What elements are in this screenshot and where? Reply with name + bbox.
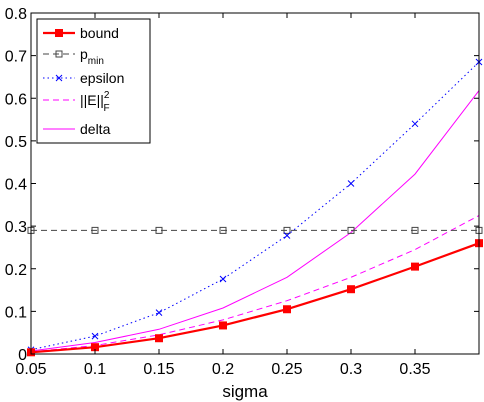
- y-tick-label: 0.6: [5, 91, 27, 108]
- data-point-p-min-6: [411, 226, 419, 234]
- series-line-bound: [30, 242, 480, 354]
- data-point-p-min-1: [91, 226, 99, 234]
- data-point-bound-5: [347, 285, 355, 294]
- data-point-bound-6: [411, 262, 419, 271]
- x-tick-label: 0.15: [143, 361, 174, 378]
- legend-label: epsilon: [80, 70, 124, 86]
- data-point-epsilon-2: [155, 309, 163, 317]
- data-point-bound-4: [283, 305, 291, 314]
- x-axis-label: sigma: [222, 382, 268, 401]
- x-tick-label: 0.3: [340, 361, 362, 378]
- x-tick-label: 0.2: [212, 361, 234, 378]
- legend-item-bound: bound: [43, 25, 119, 41]
- data-point-epsilon-4: [283, 232, 291, 239]
- data-point-bound-2: [155, 334, 163, 343]
- data-point-epsilon-5: [347, 180, 355, 187]
- legend-item-p-min: pmin: [43, 46, 104, 67]
- series-delta: [30, 90, 480, 352]
- y-tick-label: 0.2: [5, 262, 27, 279]
- series-layer: [27, 58, 483, 357]
- data-point-epsilon-6: [411, 120, 419, 128]
- y-tick-label: 0: [18, 347, 27, 364]
- data-point-bound-3: [219, 321, 227, 330]
- legend: bound pmin epsilon ||E||2 F delta: [36, 18, 151, 144]
- data-point-p-min-4: [283, 226, 291, 234]
- series-line-e-f-2: [30, 215, 480, 353]
- data-point-epsilon-3: [219, 275, 227, 283]
- data-point-epsilon-1: [91, 332, 99, 340]
- y-tick-label: 0.7: [5, 49, 27, 66]
- legend-item-epsilon: epsilon: [43, 70, 124, 86]
- data-point-p-min-3: [219, 226, 227, 234]
- x-tick-label: 0.35: [399, 361, 430, 378]
- y-tick-label: 0.8: [5, 6, 27, 23]
- data-point-p-min-5: [347, 226, 355, 234]
- y-tick-label: 0.5: [5, 134, 27, 151]
- y-tick-label: 0.4: [5, 177, 27, 194]
- legend-label: bound: [80, 25, 119, 41]
- y-tick-label: 0.1: [5, 304, 27, 321]
- y-tick-label: 0.3: [5, 219, 27, 236]
- legend-label: ||E||2 F: [80, 90, 110, 114]
- data-point-p-min-2: [155, 226, 163, 234]
- axis-layer: 0 0.1 0.2 0.3 0.4 0.5 0.6 0.7 0.8 0.05 0.1 0.15 0.2 0…: [5, 6, 480, 378]
- legend-marker-bound: [55, 29, 63, 37]
- legend-item-delta: delta: [43, 121, 111, 137]
- legend-label: pmin: [80, 46, 104, 67]
- series-line-delta: [30, 90, 480, 352]
- series-e-f-2: [30, 215, 480, 353]
- x-tick-label: 0.05: [15, 361, 46, 378]
- series-p-min: [27, 226, 483, 234]
- legend-marker-p-min: [55, 50, 63, 58]
- legend-label: delta: [80, 121, 111, 137]
- x-tick-label: 0.1: [84, 361, 106, 378]
- series-line-epsilon: [30, 61, 480, 351]
- legend-box: [36, 18, 151, 144]
- legend-item-e-f-2: ||E||2 F: [43, 90, 110, 114]
- legend-marker-epsilon: [55, 74, 63, 82]
- x-tick-label: 0.25: [271, 361, 302, 378]
